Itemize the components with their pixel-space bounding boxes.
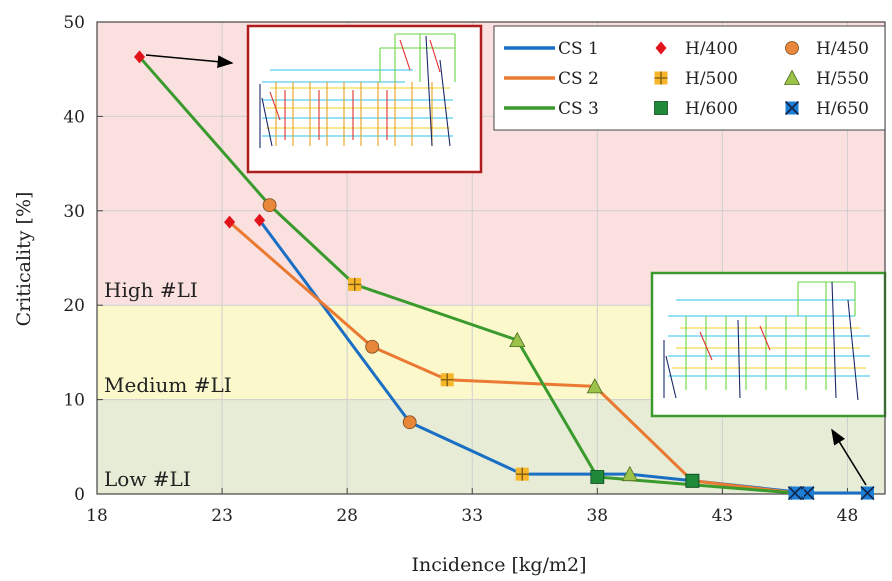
x-tick-label: 43 — [712, 506, 734, 526]
zone-label: High #LI — [104, 278, 198, 302]
data-point-3-0 — [134, 50, 146, 64]
inset-structure-low — [650, 271, 887, 418]
legend-marker-1 — [655, 41, 667, 55]
legend-box — [493, 25, 886, 131]
legend-marker-label: H/550 — [816, 69, 869, 89]
legend-marker-label: H/450 — [816, 39, 869, 59]
legend-marker-2 — [785, 41, 799, 55]
legend-marker-4 — [783, 69, 801, 85]
zone-label: Low #LI — [104, 467, 191, 491]
y-axis-title: Criticality [%] — [13, 192, 35, 327]
data-point-3-2 — [348, 277, 362, 291]
callout-arrows — [145, 54, 867, 486]
x-tick-label: 48 — [837, 506, 859, 526]
legend-marker-label: H/500 — [685, 69, 738, 89]
data-point-3-3 — [509, 331, 526, 348]
axes: 18 23 28 33 38 43 48 0 10 20 30 40 50 — [63, 13, 886, 526]
y-tick-label: 20 — [63, 296, 85, 316]
data-point-2-4 — [685, 473, 700, 488]
data-point-1-3 — [621, 465, 639, 482]
data-point-2-3 — [586, 378, 603, 394]
data-point-2-1 — [365, 339, 380, 354]
y-tick-label: 40 — [63, 107, 85, 127]
legend-marker-label: H/650 — [816, 99, 869, 119]
x-axis-title: Incidence [kg/m2] — [411, 554, 586, 576]
legend-series-label: CS 1 — [558, 39, 599, 59]
y-tick-label: 0 — [74, 485, 85, 505]
data-markers — [134, 50, 875, 501]
data-point-3-4 — [590, 470, 605, 484]
x-tick-label: 23 — [211, 506, 233, 526]
x-tick-label: 18 — [86, 506, 108, 526]
y-tick-label: 50 — [63, 13, 85, 33]
data-point-2-2 — [440, 373, 454, 387]
zone-labels: Low #LI Medium #LI High #LI — [104, 278, 232, 491]
data-point-1-6 — [860, 485, 875, 501]
legend-marker-label: H/600 — [685, 99, 738, 119]
data-point-1-2 — [515, 467, 529, 481]
legend-marker-6 — [784, 100, 800, 116]
series-line-cs-2 — [228, 220, 798, 495]
data-point-1-1 — [402, 415, 417, 430]
data-point-1-0 — [254, 213, 266, 227]
plot-frame — [96, 21, 886, 495]
x-tick-label: 28 — [336, 506, 358, 526]
inset-structure-high — [246, 24, 483, 174]
legend-marker-label: H/400 — [685, 39, 738, 59]
x-tick-label: 33 — [461, 506, 483, 526]
x-tick-label: 38 — [586, 506, 608, 526]
y-tick-label: 30 — [63, 202, 85, 222]
data-point-2-0 — [224, 215, 236, 229]
legend-series-label: CS 3 — [558, 99, 599, 119]
arrow-to-low-inset — [831, 428, 867, 486]
y-tick-label: 10 — [63, 391, 85, 411]
legend-marker-3 — [654, 71, 668, 85]
data-point-3-5 — [787, 485, 803, 501]
arrow-to-high-inset — [145, 54, 234, 69]
zone-label: Medium #LI — [104, 373, 232, 397]
data-point-3-1 — [262, 198, 277, 213]
legend-marker-5 — [654, 101, 668, 115]
legend-series-label: CS 2 — [558, 69, 599, 89]
legend: CS 1 CS 2 CS 3 H/400 H/450 H/500 H/550 H/600 H/6… — [493, 25, 886, 131]
